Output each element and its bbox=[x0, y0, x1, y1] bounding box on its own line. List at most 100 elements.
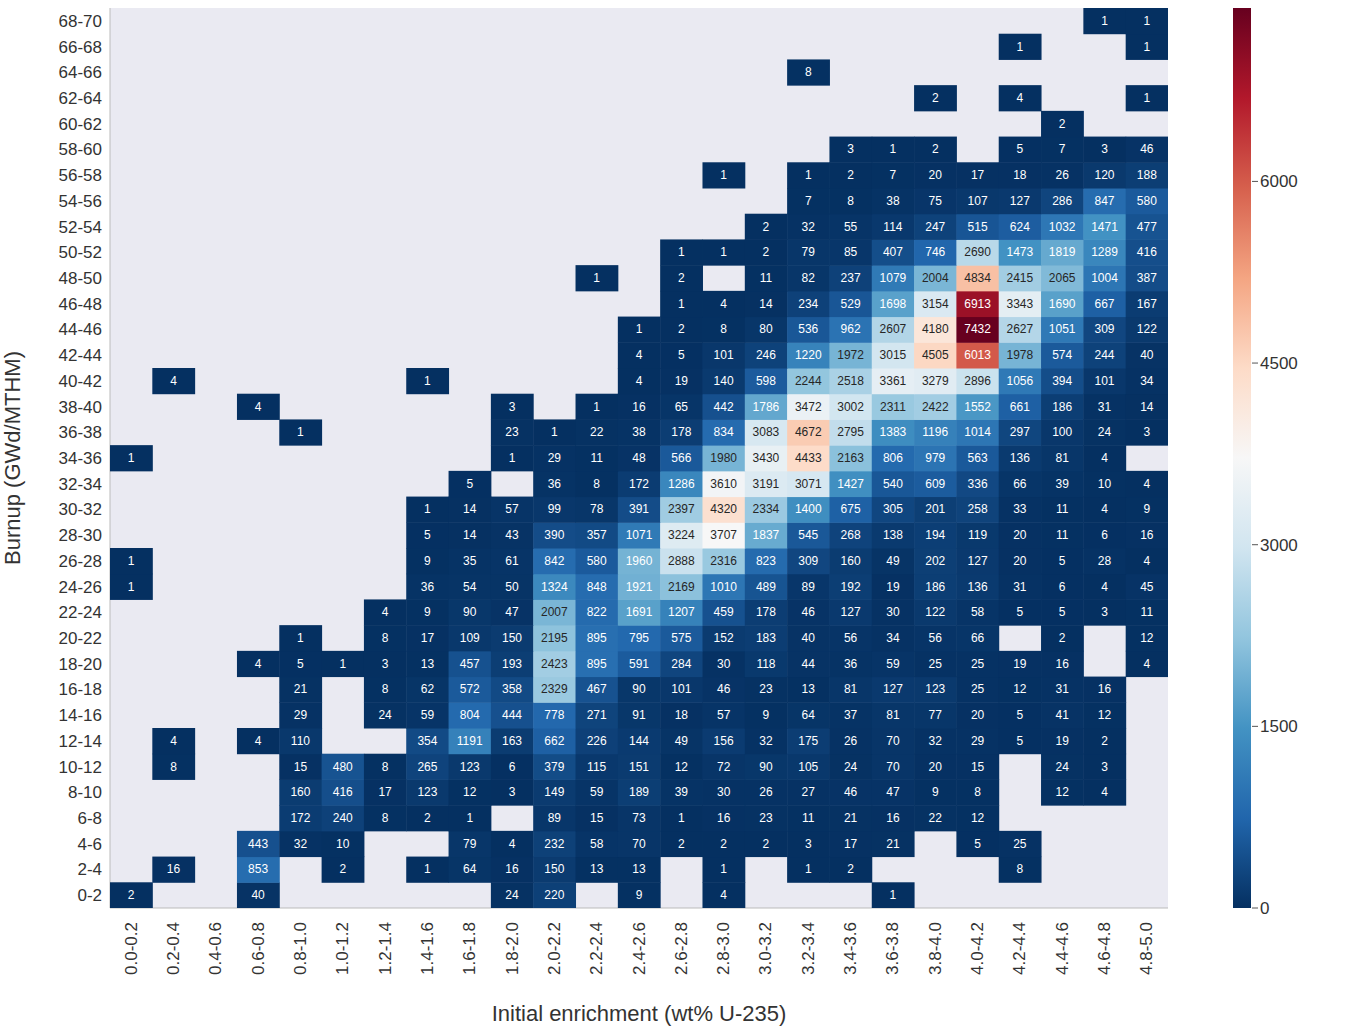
svg-text:1: 1 bbox=[1101, 14, 1108, 28]
svg-text:3000: 3000 bbox=[1260, 536, 1298, 555]
svg-text:240: 240 bbox=[333, 811, 353, 825]
svg-text:66-68: 66-68 bbox=[59, 38, 102, 57]
svg-text:3279: 3279 bbox=[922, 374, 949, 388]
svg-text:50-52: 50-52 bbox=[59, 243, 102, 262]
svg-text:72: 72 bbox=[717, 760, 731, 774]
svg-text:1: 1 bbox=[551, 425, 558, 439]
svg-text:2607: 2607 bbox=[880, 322, 907, 336]
svg-text:1207: 1207 bbox=[668, 605, 695, 619]
svg-text:297: 297 bbox=[1010, 425, 1030, 439]
svg-text:4: 4 bbox=[1101, 502, 1108, 516]
svg-text:20-22: 20-22 bbox=[59, 629, 102, 648]
svg-text:3.8-4.0: 3.8-4.0 bbox=[926, 922, 945, 975]
svg-text:480: 480 bbox=[333, 760, 353, 774]
svg-text:82: 82 bbox=[802, 271, 816, 285]
svg-text:144: 144 bbox=[629, 734, 649, 748]
svg-text:119: 119 bbox=[968, 528, 987, 542]
svg-text:11: 11 bbox=[1056, 502, 1069, 516]
svg-text:4: 4 bbox=[255, 657, 262, 671]
svg-text:9: 9 bbox=[636, 888, 643, 902]
svg-text:15: 15 bbox=[294, 760, 308, 774]
svg-text:2397: 2397 bbox=[668, 502, 695, 516]
svg-text:591: 591 bbox=[629, 657, 649, 671]
svg-text:624: 624 bbox=[1010, 220, 1030, 234]
svg-text:2065: 2065 bbox=[1049, 271, 1076, 285]
svg-text:2: 2 bbox=[847, 168, 854, 182]
svg-text:4672: 4672 bbox=[795, 425, 822, 439]
svg-text:45: 45 bbox=[1140, 580, 1154, 594]
svg-text:2.2-2.4: 2.2-2.4 bbox=[587, 922, 606, 975]
svg-text:24: 24 bbox=[1056, 760, 1070, 774]
svg-text:1010: 1010 bbox=[710, 580, 737, 594]
svg-text:2.8-3.0: 2.8-3.0 bbox=[714, 922, 733, 975]
svg-text:1: 1 bbox=[297, 631, 304, 645]
svg-text:1: 1 bbox=[339, 657, 346, 671]
svg-text:3: 3 bbox=[1101, 760, 1108, 774]
svg-text:575: 575 bbox=[671, 631, 691, 645]
svg-text:5: 5 bbox=[297, 657, 304, 671]
svg-text:12: 12 bbox=[971, 811, 985, 825]
svg-text:39: 39 bbox=[1056, 477, 1070, 491]
svg-text:38-40: 38-40 bbox=[59, 398, 102, 417]
svg-text:806: 806 bbox=[883, 451, 903, 465]
svg-text:56-58: 56-58 bbox=[59, 166, 102, 185]
svg-text:1.0-1.2: 1.0-1.2 bbox=[333, 922, 352, 975]
svg-text:81: 81 bbox=[1056, 451, 1070, 465]
svg-text:895: 895 bbox=[587, 631, 607, 645]
svg-text:23: 23 bbox=[505, 425, 519, 439]
svg-text:46-48: 46-48 bbox=[59, 295, 102, 314]
svg-text:17: 17 bbox=[971, 168, 985, 182]
svg-text:44: 44 bbox=[802, 657, 816, 671]
svg-text:167: 167 bbox=[1137, 297, 1157, 311]
svg-text:26: 26 bbox=[759, 785, 773, 799]
svg-text:24: 24 bbox=[844, 760, 858, 774]
svg-text:416: 416 bbox=[333, 785, 353, 799]
svg-text:6013: 6013 bbox=[964, 348, 991, 362]
svg-text:1500: 1500 bbox=[1260, 717, 1298, 736]
svg-text:2: 2 bbox=[932, 142, 939, 156]
svg-text:5: 5 bbox=[1017, 708, 1024, 722]
svg-text:36-38: 36-38 bbox=[59, 423, 102, 442]
svg-text:823: 823 bbox=[756, 554, 776, 568]
svg-text:1.6-1.8: 1.6-1.8 bbox=[460, 922, 479, 975]
svg-text:8: 8 bbox=[805, 65, 812, 79]
svg-text:16: 16 bbox=[1098, 682, 1112, 696]
svg-text:3.6-3.8: 3.6-3.8 bbox=[883, 922, 902, 975]
svg-text:175: 175 bbox=[798, 734, 818, 748]
svg-text:1196: 1196 bbox=[922, 425, 948, 439]
svg-text:32-34: 32-34 bbox=[59, 475, 102, 494]
svg-text:4.6-4.8: 4.6-4.8 bbox=[1095, 922, 1114, 975]
svg-text:853: 853 bbox=[248, 862, 268, 876]
svg-text:13: 13 bbox=[421, 657, 435, 671]
svg-text:35: 35 bbox=[463, 554, 477, 568]
svg-text:3361: 3361 bbox=[880, 374, 907, 388]
svg-text:163: 163 bbox=[502, 734, 522, 748]
svg-text:268: 268 bbox=[841, 528, 861, 542]
svg-text:4.2-4.4: 4.2-4.4 bbox=[1010, 922, 1029, 975]
svg-text:4-6: 4-6 bbox=[77, 835, 102, 854]
svg-text:127: 127 bbox=[968, 554, 988, 568]
svg-text:3: 3 bbox=[1143, 425, 1150, 439]
svg-text:68-70: 68-70 bbox=[59, 12, 102, 31]
svg-text:1: 1 bbox=[297, 425, 304, 439]
svg-text:54: 54 bbox=[463, 580, 477, 594]
svg-text:1427: 1427 bbox=[837, 477, 864, 491]
svg-text:1819: 1819 bbox=[1049, 245, 1076, 259]
svg-text:309: 309 bbox=[798, 554, 818, 568]
svg-text:36: 36 bbox=[421, 580, 435, 594]
svg-text:152: 152 bbox=[714, 631, 734, 645]
svg-text:29: 29 bbox=[294, 708, 308, 722]
svg-text:4: 4 bbox=[1017, 91, 1024, 105]
svg-text:22-24: 22-24 bbox=[59, 603, 102, 622]
svg-text:56: 56 bbox=[844, 631, 858, 645]
svg-text:54-56: 54-56 bbox=[59, 192, 102, 211]
svg-text:46: 46 bbox=[717, 682, 731, 696]
svg-text:1691: 1691 bbox=[626, 605, 653, 619]
svg-text:6: 6 bbox=[509, 760, 516, 774]
svg-text:244: 244 bbox=[1095, 348, 1115, 362]
svg-text:1056: 1056 bbox=[1007, 374, 1034, 388]
svg-text:59: 59 bbox=[421, 708, 435, 722]
svg-text:66: 66 bbox=[971, 631, 985, 645]
svg-text:19: 19 bbox=[886, 580, 900, 594]
svg-text:78: 78 bbox=[590, 502, 604, 516]
